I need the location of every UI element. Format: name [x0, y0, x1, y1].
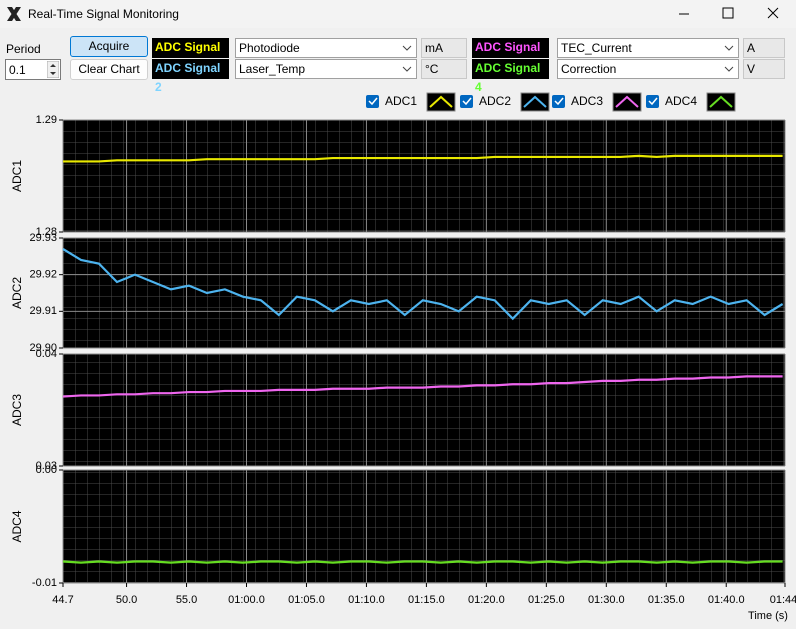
legend-swatch-line: [615, 95, 639, 108]
signal-dropdown[interactable]: Correction: [557, 59, 739, 79]
period-input[interactable]: 0.1: [5, 59, 61, 80]
y-axis-label: ADC1: [10, 160, 24, 192]
minor-grid: [63, 470, 785, 583]
x-tick-label: 01:20.0: [468, 594, 505, 606]
dropdown-arrow: [402, 45, 412, 51]
signal-label: ADC Signal 4: [472, 59, 549, 94]
acquire-button[interactable]: Acquire: [70, 36, 148, 57]
x-tick-label: 55.0: [176, 594, 197, 606]
signal-label: ADC Signal 1: [152, 38, 229, 73]
window-buttons[interactable]: [660, 0, 796, 28]
clear-button[interactable]: Clear Chart: [70, 59, 148, 80]
legend-swatch: [612, 92, 642, 112]
checkmark: [368, 97, 378, 106]
minor-grid: [63, 354, 785, 466]
x-axis-label: Time (s): [748, 610, 788, 622]
y-tick-label: 29.92: [29, 269, 57, 281]
signal-dropdown[interactable]: Laser_Temp: [235, 59, 417, 79]
y-tick-label: 1.28: [36, 226, 57, 238]
app-icon: [7, 7, 21, 21]
window-title: Real-Time Signal Monitoring: [28, 7, 179, 21]
series-line: [63, 154, 783, 163]
dropdown-value: Laser_Temp: [239, 62, 306, 76]
legend-swatch: [520, 92, 550, 112]
series-line: [62, 248, 784, 321]
series-line: [62, 560, 783, 564]
signal-dropdown[interactable]: TEC_Current: [557, 38, 739, 58]
y-tick-label: 29.93: [29, 232, 57, 244]
x-tick-label: 01:00.0: [228, 594, 265, 606]
legend-label: ADC2: [479, 94, 511, 108]
x-tick-label: 01:25.0: [528, 594, 565, 606]
spin-arrows[interactable]: [47, 61, 59, 78]
y-tick-label: 29.91: [29, 305, 57, 317]
legend-label: ADC3: [571, 94, 603, 108]
legend-checkbox[interactable]: [460, 95, 473, 108]
x-tick-label: 01:30.0: [588, 594, 625, 606]
title-bar: Real-Time Signal Monitoring: [0, 0, 796, 28]
legend-checkbox[interactable]: [646, 95, 659, 108]
period-value: 0.1: [9, 63, 26, 77]
y-tick-label: -0.01: [32, 577, 57, 589]
y-tick-label: 0.00: [36, 464, 57, 476]
signal-unit: A: [743, 38, 785, 58]
x-tick-label: 01:35.0: [648, 594, 685, 606]
legend-checkbox[interactable]: [552, 95, 565, 108]
signal-unit: °C: [421, 59, 467, 79]
dropdown-value: Correction: [561, 62, 617, 76]
y-tick-label: 29.90: [29, 342, 57, 354]
series-line: [62, 375, 783, 398]
signal-label: ADC Signal 2: [152, 59, 229, 94]
signal-dropdown[interactable]: Photodiode: [235, 38, 417, 58]
x-tick-label: 01:15.0: [408, 594, 445, 606]
legend-checkbox[interactable]: [366, 95, 379, 108]
x-tick-label: 44.7: [52, 594, 73, 606]
legend-swatch: [706, 92, 736, 112]
y-tick-label: 0.04: [36, 348, 57, 360]
y-axis-label: ADC4: [10, 510, 24, 542]
minor-grid: [63, 120, 785, 232]
legend-label: ADC1: [385, 94, 417, 108]
signal-unit: V: [743, 59, 785, 79]
dropdown-arrow: [724, 45, 734, 51]
signal-label: ADC Signal 3: [472, 38, 549, 73]
x-tick-label: 01:10.0: [348, 594, 385, 606]
checkmark: [554, 97, 564, 106]
legend-swatch-line: [523, 95, 547, 108]
checkmark: [648, 97, 658, 106]
y-tick-label: 1.29: [36, 114, 57, 126]
legend-label: ADC4: [665, 94, 697, 108]
signal-unit: mA: [421, 38, 467, 58]
period-label: Period: [6, 42, 41, 56]
x-tick-label: 01:05.0: [288, 594, 325, 606]
dropdown-arrow: [724, 66, 734, 72]
y-axis-label: ADC2: [10, 277, 24, 309]
dropdown-value: TEC_Current: [561, 41, 632, 55]
legend-swatch-line: [429, 95, 453, 108]
dropdown-arrow: [402, 66, 412, 72]
dropdown-value: Photodiode: [239, 41, 300, 55]
y-tick-label: 0.03: [36, 460, 57, 472]
x-tick-label: 50.0: [116, 594, 137, 606]
checkmark: [462, 97, 472, 106]
minor-grid: [63, 238, 785, 348]
x-tick-label: 01:40.0: [708, 594, 745, 606]
y-axis-label: ADC3: [10, 394, 24, 426]
x-tick-label: 01:44.: [770, 594, 796, 606]
legend-swatch: [426, 92, 456, 112]
legend-swatch-line: [709, 95, 733, 108]
